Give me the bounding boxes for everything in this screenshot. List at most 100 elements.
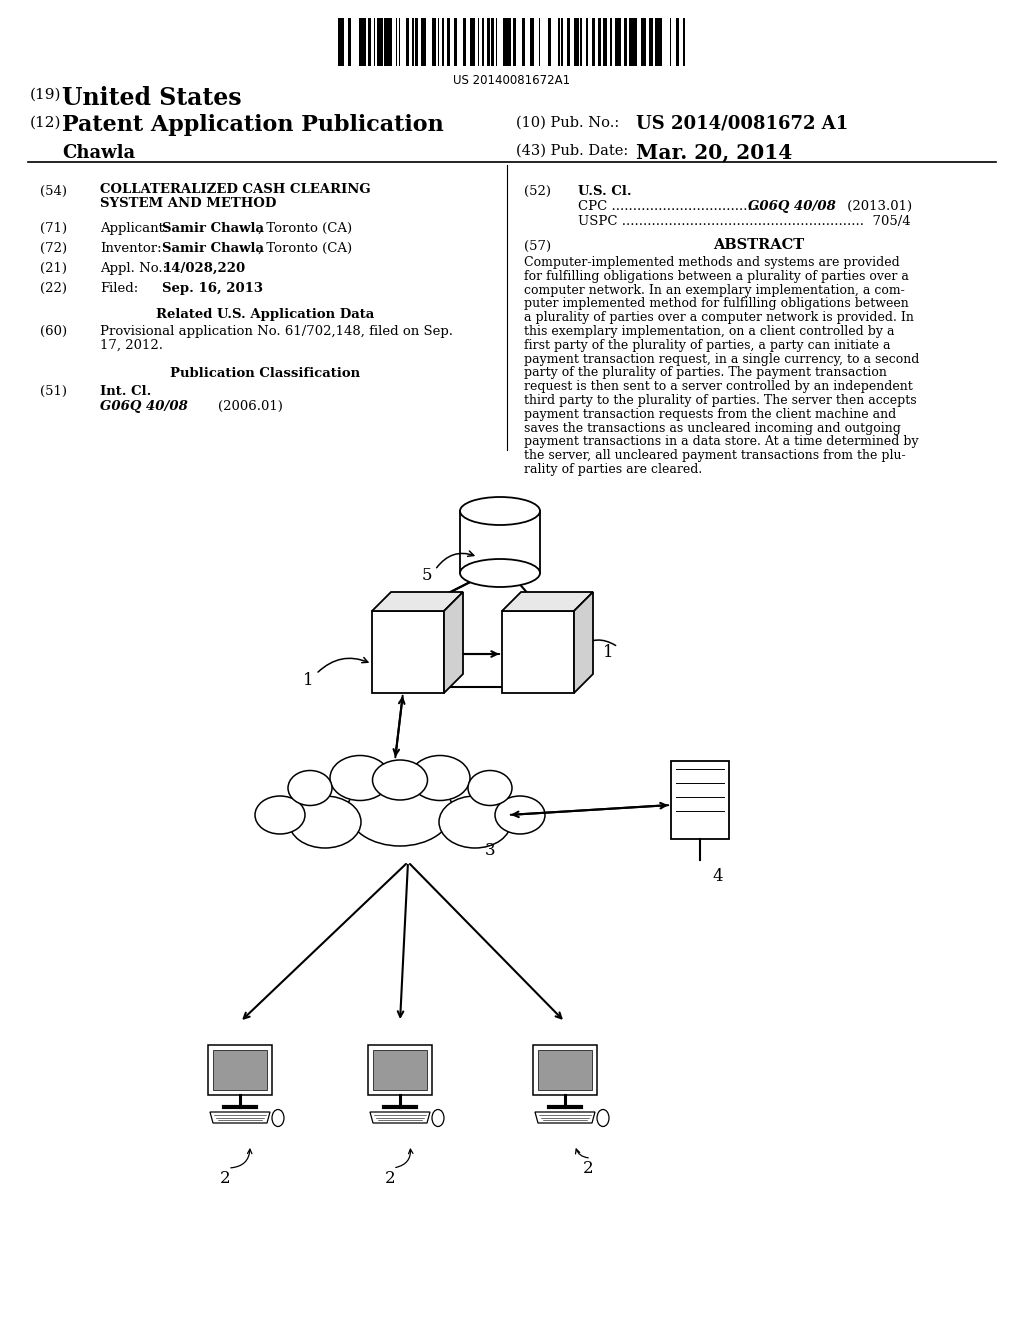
Ellipse shape	[495, 796, 545, 834]
Text: party of the plurality of parties. The payment transaction: party of the plurality of parties. The p…	[524, 367, 887, 379]
Bar	[592, 18, 595, 66]
Bar	[377, 18, 383, 66]
Bar	[676, 18, 679, 66]
Bar	[492, 18, 495, 66]
Bar	[561, 18, 562, 66]
Text: payment transaction requests from the client machine and: payment transaction requests from the cl…	[524, 408, 896, 421]
Bar	[503, 18, 511, 66]
Polygon shape	[368, 1045, 432, 1096]
Bar	[374, 18, 375, 66]
Text: (57): (57)	[524, 240, 551, 253]
Ellipse shape	[410, 755, 470, 800]
Bar	[513, 18, 516, 66]
Bar	[529, 18, 535, 66]
Text: (22): (22)	[40, 282, 67, 294]
Text: Appl. No.:: Appl. No.:	[100, 261, 167, 275]
Bar	[558, 18, 559, 66]
Text: (52): (52)	[524, 185, 551, 198]
Ellipse shape	[255, 796, 305, 834]
Text: 2: 2	[385, 1170, 395, 1187]
Text: 5: 5	[422, 568, 432, 583]
Text: United States: United States	[62, 86, 242, 110]
Polygon shape	[460, 511, 540, 573]
Text: puter implemented method for fulfilling obligations between: puter implemented method for fulfilling …	[524, 297, 908, 310]
Ellipse shape	[373, 760, 427, 800]
Polygon shape	[372, 591, 463, 611]
Text: Samir Chawla: Samir Chawla	[162, 242, 264, 255]
Bar	[670, 18, 671, 66]
Bar	[358, 18, 367, 66]
Polygon shape	[373, 1049, 427, 1090]
Text: 17, 2012.: 17, 2012.	[100, 339, 163, 352]
Text: Filed:: Filed:	[100, 282, 138, 294]
Ellipse shape	[460, 558, 540, 587]
Bar	[396, 18, 397, 66]
Text: (60): (60)	[40, 325, 68, 338]
Text: (2006.01): (2006.01)	[218, 400, 283, 413]
Bar	[368, 18, 371, 66]
Bar	[610, 18, 611, 66]
Bar	[614, 18, 621, 66]
Polygon shape	[208, 1045, 272, 1096]
Text: (43) Pub. Date:: (43) Pub. Date:	[516, 144, 629, 158]
Polygon shape	[502, 591, 593, 611]
Text: Int. Cl.: Int. Cl.	[100, 385, 152, 399]
Polygon shape	[574, 591, 593, 693]
Bar	[654, 18, 663, 66]
Text: (72): (72)	[40, 242, 68, 255]
Text: 1: 1	[603, 644, 613, 661]
Bar	[539, 18, 541, 66]
Text: rality of parties are cleared.: rality of parties are cleared.	[524, 463, 702, 477]
Bar	[482, 18, 483, 66]
Text: (12): (12)	[30, 116, 61, 129]
Bar	[384, 18, 391, 66]
Bar	[624, 18, 627, 66]
Text: Computer-implemented methods and systems are provided: Computer-implemented methods and systems…	[524, 256, 900, 269]
Text: 1: 1	[303, 672, 313, 689]
Bar	[432, 18, 436, 66]
Bar	[478, 18, 479, 66]
Bar	[548, 18, 551, 66]
Bar	[407, 18, 410, 66]
Ellipse shape	[347, 774, 453, 846]
Bar	[338, 18, 344, 66]
Bar	[649, 18, 653, 66]
Polygon shape	[671, 762, 729, 840]
Bar	[446, 18, 450, 66]
Text: payment transactions in a data store. At a time determined by: payment transactions in a data store. At…	[524, 436, 919, 449]
Bar	[348, 18, 351, 66]
Text: 4: 4	[712, 869, 723, 884]
Text: 2: 2	[583, 1160, 594, 1177]
Text: 3: 3	[485, 842, 496, 859]
Text: Applicant:: Applicant:	[100, 222, 168, 235]
Bar	[399, 18, 400, 66]
Text: Provisional application No. 61/702,148, filed on Sep.: Provisional application No. 61/702,148, …	[100, 325, 453, 338]
Text: for fulfilling obligations between a plurality of parties over a: for fulfilling obligations between a plu…	[524, 269, 909, 282]
Bar	[416, 18, 419, 66]
Text: U.S. Cl.: U.S. Cl.	[578, 185, 632, 198]
Text: (2013.01): (2013.01)	[843, 201, 912, 213]
Bar	[574, 18, 579, 66]
Text: Sep. 16, 2013: Sep. 16, 2013	[162, 282, 263, 294]
Polygon shape	[534, 1045, 597, 1096]
Text: first party of the plurality of parties, a party can initiate a: first party of the plurality of parties,…	[524, 339, 891, 352]
Polygon shape	[535, 1111, 595, 1123]
Bar	[454, 18, 457, 66]
Polygon shape	[502, 611, 574, 693]
Bar	[598, 18, 601, 66]
Text: Related U.S. Application Data: Related U.S. Application Data	[156, 308, 374, 321]
Bar	[587, 18, 588, 66]
Ellipse shape	[288, 771, 332, 805]
Bar	[567, 18, 570, 66]
Text: 2: 2	[220, 1170, 230, 1187]
Text: Mar. 20, 2014: Mar. 20, 2014	[636, 143, 793, 162]
Bar	[522, 18, 525, 66]
Text: USPC .........................................................  705/4: USPC ...................................…	[578, 215, 910, 228]
Text: COLLATERALIZED CASH CLEARING: COLLATERALIZED CASH CLEARING	[100, 183, 371, 195]
Text: Patent Application Publication: Patent Application Publication	[62, 114, 443, 136]
Bar	[683, 18, 684, 66]
Ellipse shape	[272, 1110, 284, 1126]
Bar	[437, 18, 439, 66]
Text: (10) Pub. No.:: (10) Pub. No.:	[516, 116, 620, 129]
Ellipse shape	[460, 498, 540, 525]
